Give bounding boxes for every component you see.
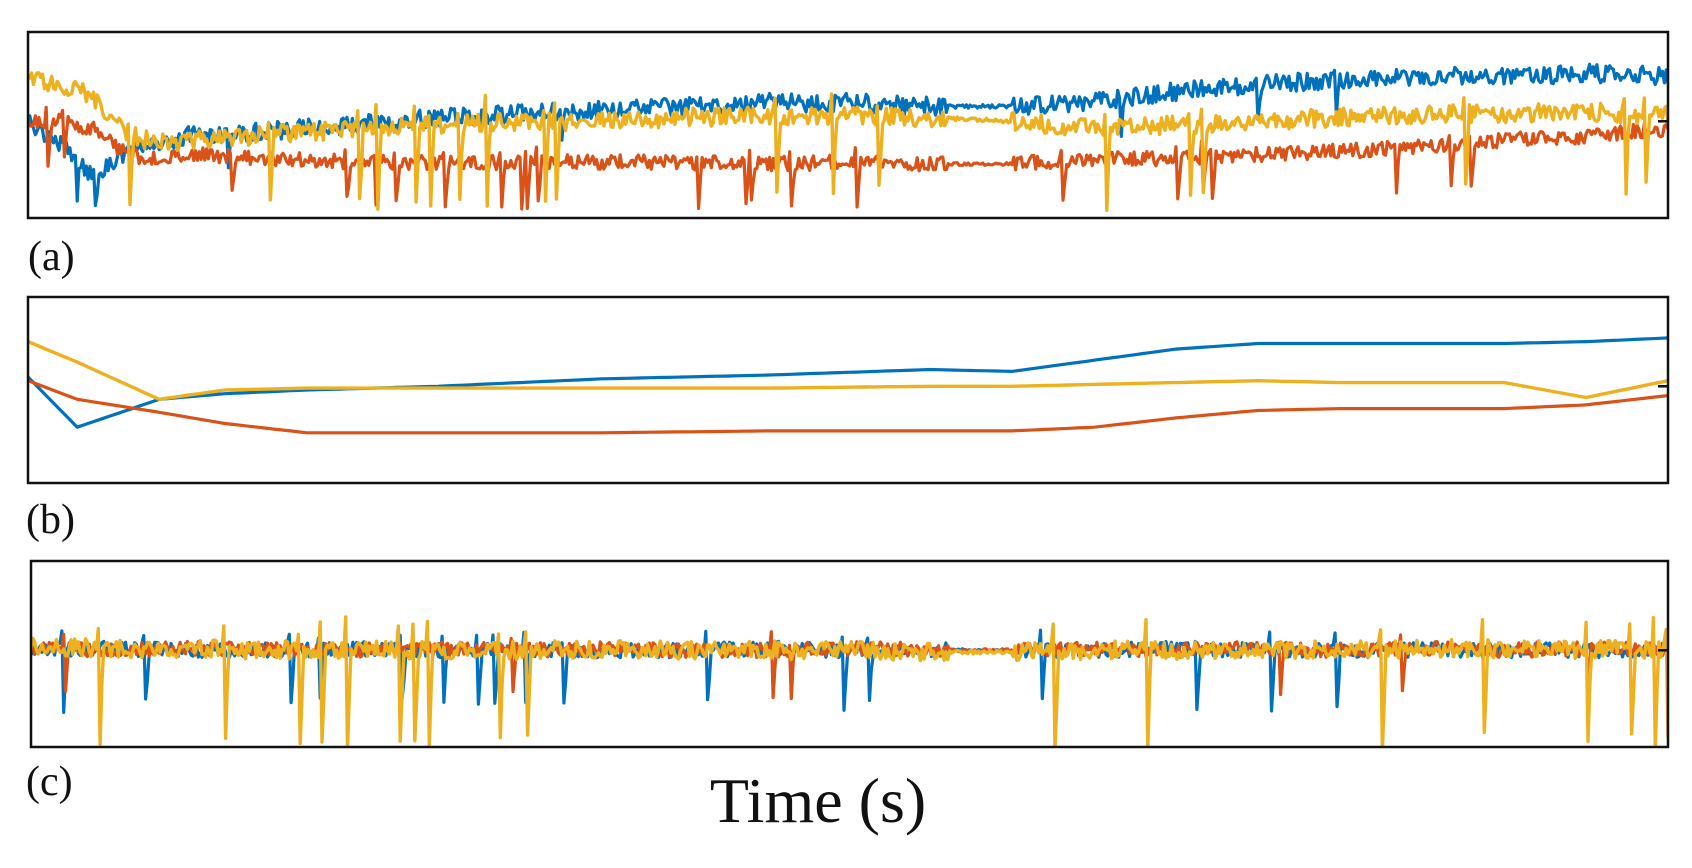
series-line-1: [28, 336, 1668, 429]
plot-area-c: [31, 615, 1668, 747]
series-line-3: [28, 339, 1668, 401]
axes-frame-c: [29, 559, 1670, 749]
panel-label-b: (b): [26, 497, 75, 543]
panel-label-c: (c): [26, 759, 73, 805]
series-line-2: [28, 105, 1668, 211]
axes-frame-b: [26, 295, 1670, 485]
series-line-3: [31, 615, 1668, 747]
axes-frame-a: [26, 30, 1670, 220]
plot-area-a: [28, 62, 1668, 212]
series-line-2: [28, 379, 1668, 435]
plot-area-b: [28, 336, 1668, 435]
x-axis-title: Time (s): [710, 765, 926, 836]
series-line-3: [28, 71, 1668, 212]
panel-c: (c): [26, 559, 1670, 805]
panel-b: (b): [26, 295, 1670, 543]
panel-a: (a): [26, 30, 1670, 280]
panel-label-a: (a): [28, 234, 75, 280]
